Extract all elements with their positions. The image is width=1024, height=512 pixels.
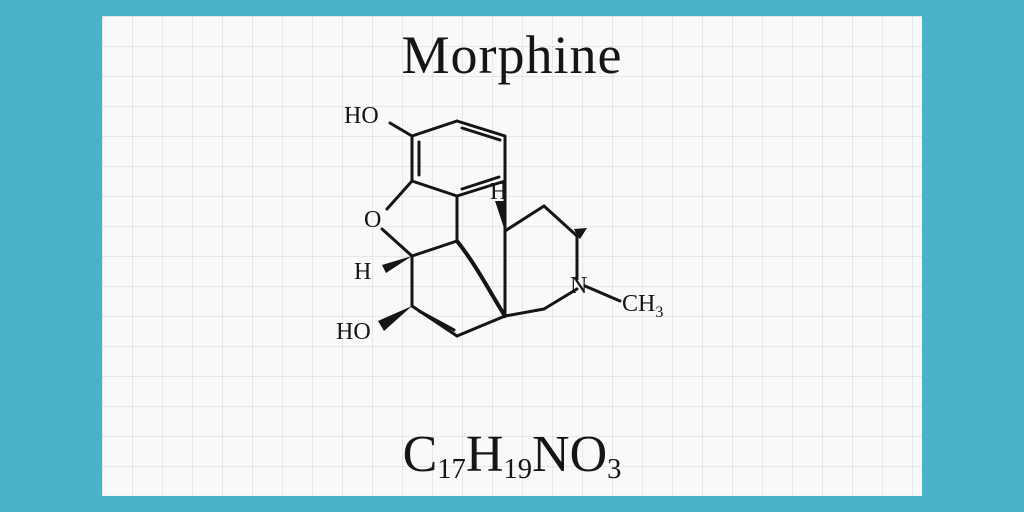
label-o-ether: O: [364, 207, 381, 233]
label-n: N: [570, 273, 587, 299]
compound-title: Morphine: [402, 24, 623, 86]
label-ho-bottom: HO: [336, 319, 371, 345]
label-h-left: H: [354, 259, 371, 285]
label-ch3: CH3: [622, 291, 663, 321]
label-ho-top: HO: [344, 103, 379, 129]
graph-paper: Morphine: [102, 16, 922, 496]
wedge-bonds: [378, 201, 587, 331]
stage: Morphine: [0, 0, 1024, 512]
label-h-mid: H: [490, 179, 507, 205]
molecule-structure: HO O H H HO N CH3: [222, 101, 702, 431]
molecular-formula: C17H19NO3: [403, 425, 622, 486]
